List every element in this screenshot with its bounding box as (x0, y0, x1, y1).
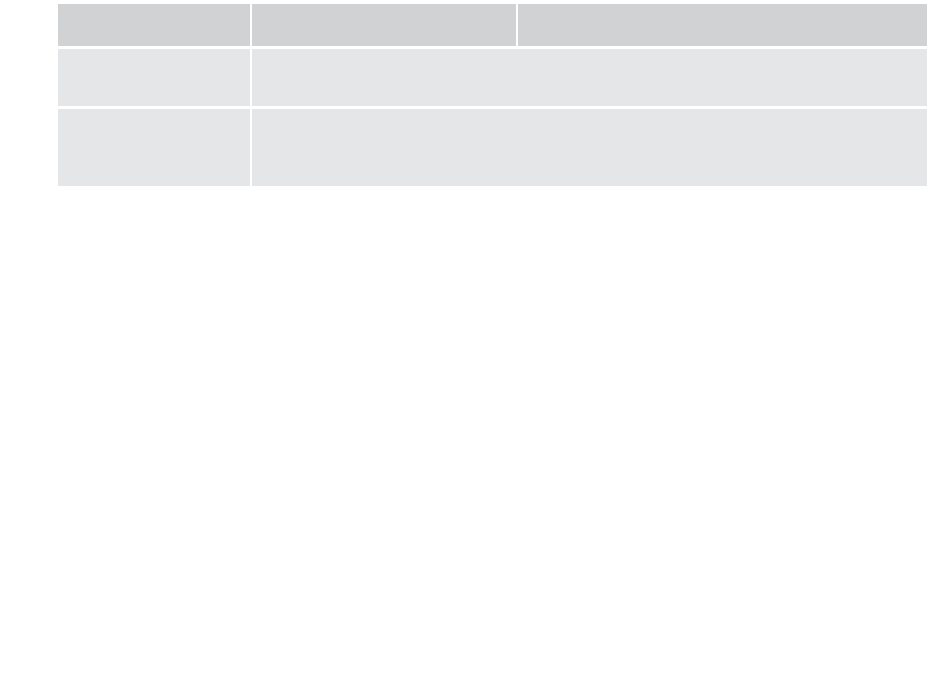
table-row (58, 49, 927, 106)
table-row (58, 109, 927, 186)
table (58, 4, 927, 189)
header-cell (518, 4, 927, 46)
table-cell (252, 49, 927, 106)
table-header-row (58, 4, 927, 46)
header-cell (252, 4, 516, 46)
table-cell (252, 109, 927, 186)
table-cell (58, 109, 250, 186)
table-cell (58, 49, 250, 106)
header-cell (58, 4, 250, 46)
